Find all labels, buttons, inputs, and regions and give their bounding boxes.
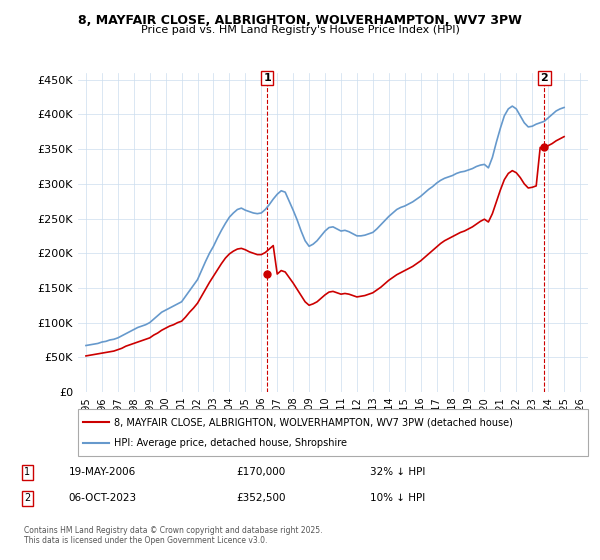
Text: 2: 2: [24, 493, 30, 503]
Text: £352,500: £352,500: [236, 493, 286, 503]
Text: 32% ↓ HPI: 32% ↓ HPI: [370, 468, 425, 478]
Text: 10% ↓ HPI: 10% ↓ HPI: [370, 493, 425, 503]
Text: 19-MAY-2006: 19-MAY-2006: [68, 468, 136, 478]
Text: 06-OCT-2023: 06-OCT-2023: [68, 493, 137, 503]
Text: HPI: Average price, detached house, Shropshire: HPI: Average price, detached house, Shro…: [114, 438, 347, 448]
Text: 8, MAYFAIR CLOSE, ALBRIGHTON, WOLVERHAMPTON, WV7 3PW (detached house): 8, MAYFAIR CLOSE, ALBRIGHTON, WOLVERHAMP…: [114, 417, 512, 427]
Text: 8, MAYFAIR CLOSE, ALBRIGHTON, WOLVERHAMPTON, WV7 3PW: 8, MAYFAIR CLOSE, ALBRIGHTON, WOLVERHAMP…: [78, 14, 522, 27]
Text: 1: 1: [263, 73, 271, 83]
FancyBboxPatch shape: [78, 409, 588, 456]
Text: £170,000: £170,000: [236, 468, 285, 478]
Text: Contains HM Land Registry data © Crown copyright and database right 2025.
This d: Contains HM Land Registry data © Crown c…: [24, 526, 323, 545]
Text: 2: 2: [541, 73, 548, 83]
Text: 1: 1: [24, 468, 30, 478]
Text: Price paid vs. HM Land Registry's House Price Index (HPI): Price paid vs. HM Land Registry's House …: [140, 25, 460, 35]
